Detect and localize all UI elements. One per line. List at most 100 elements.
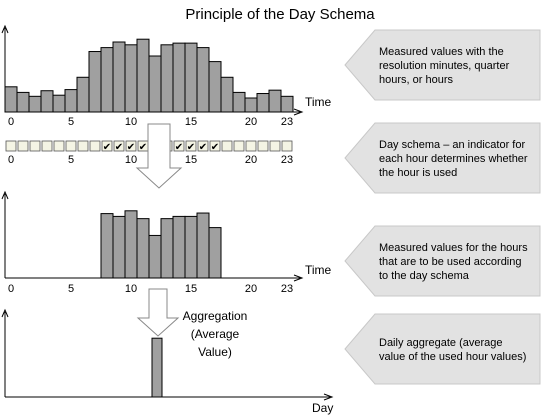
measured-tick-15: 15 [185, 116, 197, 128]
schema-cell-0 [5, 140, 17, 152]
schema-cell-15 [185, 140, 197, 152]
callout-2-line-3: the hour is used [379, 167, 457, 179]
schema-check-9: ✔ [115, 142, 123, 153]
used-bar-11 [136, 218, 150, 279]
measured-bar-9 [112, 41, 126, 113]
measured-bar-18 [220, 76, 234, 113]
measured-bar-6 [76, 76, 90, 113]
aggregate-chart: Day [1, 308, 334, 415]
measured-bar-23 [280, 95, 294, 113]
schema-cell-19 [233, 140, 245, 152]
schema-tick-20: 20 [245, 154, 257, 166]
schema-cell-20 [245, 140, 257, 152]
callout-3-line-2: that are to be used according [379, 256, 521, 268]
used-tick-20: 20 [245, 283, 257, 295]
callout-1-line-2: resolution minutes, quarter [379, 60, 510, 72]
used-tick-labels: 0 5 10 15 20 23 [8, 283, 293, 295]
callout-2-line-1: Day schema – an indicator for [379, 139, 525, 151]
used-bar-17 [208, 227, 222, 279]
used-bar-14 [172, 215, 186, 279]
measured-x-arrow [293, 108, 304, 116]
measured-bar-13 [160, 44, 174, 113]
schema-tick-15: 15 [185, 154, 197, 166]
measured-bar-21 [256, 93, 270, 113]
used-tick-5: 5 [68, 283, 74, 295]
measured-bar-22 [268, 89, 282, 113]
schema-check-14: ✔ [175, 142, 183, 153]
aggregate-bar [151, 337, 163, 398]
schema-cell-16 [197, 140, 209, 152]
aggregation-label-line-1: Aggregation [183, 309, 248, 323]
measured-bar-15 [184, 42, 198, 113]
used-tick-0: 0 [8, 283, 14, 295]
used-tick-23: 23 [281, 283, 293, 295]
schema-cell-10 [125, 140, 137, 152]
callout-arrow-1 [344, 29, 541, 101]
schema-cell-4 [53, 140, 65, 152]
measured-bar-0 [4, 86, 18, 113]
measured-bar-10 [124, 44, 138, 113]
used-bar-16 [196, 212, 210, 279]
schema-tick-labels: 0 5 10 15 20 23 [8, 154, 293, 166]
used-y-arrow [1, 190, 9, 200]
schema-cell-22 [269, 140, 281, 152]
schema-cell-18 [221, 140, 233, 152]
measured-bar-2 [28, 95, 42, 113]
measured-bar-20 [244, 97, 258, 113]
schema-check-15: ✔ [187, 142, 195, 153]
callout-4-line-2: value of the used hour values) [379, 351, 526, 363]
callout-arrow-2 [344, 122, 541, 194]
measured-bar-17 [208, 61, 222, 113]
callout-arrow-4 [344, 313, 541, 385]
measured-tick-23: 23 [281, 116, 293, 128]
used-bar-8 [100, 213, 114, 279]
used-x-arrow [293, 274, 304, 282]
measured-bar-16 [196, 47, 210, 113]
callout-1-line-3: hours, or hours [379, 74, 453, 86]
schema-cell-1 [17, 140, 29, 152]
measured-bar-7 [88, 51, 102, 113]
schema-tick-10: 10 [125, 154, 137, 166]
used-bar-15 [184, 215, 198, 279]
schema-cell-17 [209, 140, 221, 152]
used-hours-chart: Time 0 5 10 15 20 23 [1, 190, 332, 295]
schema-check-17: ✔ [211, 142, 219, 153]
down-arrow-1 [135, 123, 183, 189]
measured-x-label: Time [305, 95, 332, 109]
aggregate-y-arrow [1, 308, 9, 318]
callout-3-line-3: to the day schema [379, 270, 470, 282]
aggregate-bars [151, 337, 163, 398]
measured-y-arrow [1, 24, 9, 34]
measured-bar-11 [136, 38, 150, 113]
measured-tick-10: 10 [125, 116, 137, 128]
used-tick-10: 10 [125, 283, 137, 295]
used-bar-12 [148, 234, 162, 279]
aggregate-x-label: Day [312, 401, 333, 415]
schema-check-11: ✔ [139, 142, 147, 153]
used-hours-bars [100, 210, 222, 279]
aggregation-label-line-2: (Average [191, 327, 240, 341]
callout-4-line-1: Daily aggregate (average [379, 337, 503, 349]
schema-tick-23: 23 [281, 154, 293, 166]
measured-tick-20: 20 [245, 116, 257, 128]
schema-cell-14 [173, 140, 185, 152]
used-bar-10 [124, 210, 138, 279]
used-bar-13 [160, 218, 174, 279]
schema-tick-5: 5 [68, 154, 74, 166]
measured-values-chart: Time 0 5 10 15 20 23 [1, 24, 332, 128]
measured-bar-5 [64, 89, 78, 113]
callout-3-line-1: Measured values for the hours [379, 242, 528, 254]
measured-tick-5: 5 [68, 116, 74, 128]
callout-1-line-1: Measured values with the [379, 46, 504, 58]
measured-tick-labels: 0 5 10 15 20 23 [8, 116, 293, 128]
callout-arrow-3 [344, 225, 541, 297]
schema-cell-23 [281, 140, 293, 152]
measured-bar-19 [232, 91, 246, 113]
measured-bar-1 [16, 91, 30, 113]
schema-cell-8 [101, 140, 113, 152]
aggregation-label-line-3: Value) [198, 345, 232, 359]
schema-cell-5 [65, 140, 77, 152]
callouts: Measured values with the resolution minut… [344, 29, 541, 385]
schema-check-16: ✔ [199, 142, 207, 153]
